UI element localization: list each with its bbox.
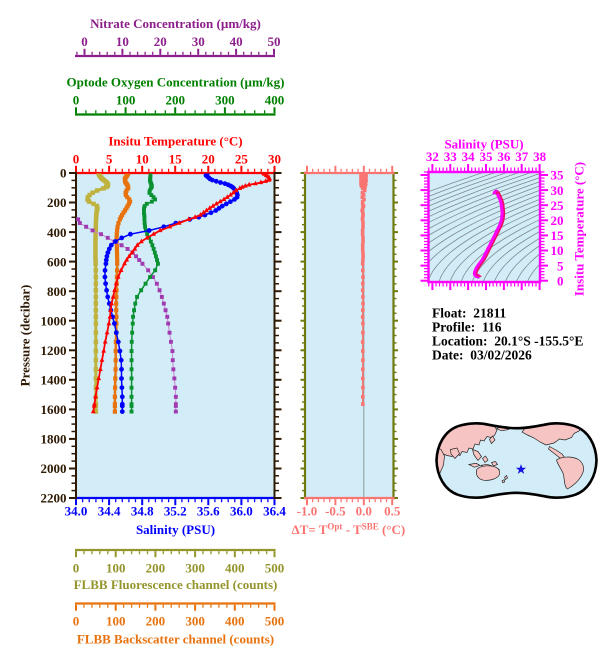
svg-text:36.4: 36.4	[263, 504, 286, 519]
svg-text:40: 40	[230, 34, 243, 49]
svg-text:200: 200	[146, 614, 166, 629]
svg-text:25: 25	[551, 198, 565, 213]
svg-text:-0.5: -0.5	[325, 504, 346, 519]
svg-text:-1.0: -1.0	[297, 504, 318, 519]
svg-text:0: 0	[81, 34, 88, 49]
svg-text:35.2: 35.2	[164, 504, 187, 519]
svg-text:400: 400	[225, 561, 245, 576]
svg-text:25: 25	[235, 152, 249, 167]
svg-text:30: 30	[551, 183, 564, 198]
svg-text:300: 300	[185, 614, 205, 629]
svg-text:0: 0	[60, 166, 67, 181]
svg-text:5: 5	[106, 152, 113, 167]
svg-text:200: 200	[146, 561, 166, 576]
svg-text:1800: 1800	[41, 432, 67, 447]
svg-text:800: 800	[47, 284, 67, 299]
svg-text:35: 35	[551, 168, 565, 183]
svg-text:300: 300	[215, 93, 235, 108]
svg-text:400: 400	[225, 614, 245, 629]
svg-text:Optode Oxygen Concentration (µ: Optode Oxygen Concentration (µm/kg)	[66, 75, 284, 90]
svg-text:100: 100	[116, 93, 136, 108]
svg-text:15: 15	[551, 228, 565, 243]
svg-text:34.4: 34.4	[98, 504, 121, 519]
svg-text:200: 200	[165, 93, 185, 108]
svg-text:0.0: 0.0	[356, 504, 372, 519]
svg-text:35: 35	[480, 149, 494, 164]
svg-text:200: 200	[47, 195, 67, 210]
svg-text:34: 34	[462, 149, 476, 164]
svg-text:1000: 1000	[41, 313, 67, 328]
svg-text:500: 500	[265, 561, 285, 576]
svg-text:0: 0	[557, 273, 564, 288]
svg-text:37: 37	[515, 149, 529, 164]
svg-text:100: 100	[106, 561, 126, 576]
svg-text:30: 30	[268, 152, 281, 167]
svg-text:10: 10	[551, 243, 564, 258]
svg-text:Salinity (PSU): Salinity (PSU)	[136, 522, 215, 537]
svg-text:ΔT= TOpt - TSBE (°C): ΔT= TOpt - TSBE (°C)	[292, 522, 406, 538]
svg-text:34.0: 34.0	[65, 504, 88, 519]
svg-text:0: 0	[73, 152, 80, 167]
svg-text:FLBB Backscatter channel (coun: FLBB Backscatter channel (counts)	[77, 632, 274, 647]
svg-text:400: 400	[265, 93, 285, 108]
svg-text:400: 400	[47, 225, 67, 240]
svg-text:0: 0	[73, 93, 80, 108]
svg-text:Insitu Temperature (°C): Insitu Temperature (°C)	[108, 134, 242, 149]
svg-text:Profile: 116: Profile: 116	[432, 320, 502, 335]
svg-text:300: 300	[185, 561, 205, 576]
svg-text:600: 600	[47, 254, 67, 269]
svg-text:32: 32	[426, 149, 439, 164]
svg-text:Location: 20.1°S -155.5°E: Location: 20.1°S -155.5°E	[432, 334, 583, 349]
svg-text:10: 10	[136, 152, 149, 167]
svg-text:2200: 2200	[41, 491, 67, 506]
svg-text:0.5: 0.5	[384, 504, 401, 519]
svg-text:20: 20	[551, 213, 564, 228]
svg-text:Date: 03/02/2026: Date: 03/02/2026	[432, 348, 532, 363]
svg-text:20: 20	[154, 34, 167, 49]
svg-text:Salinity (PSU): Salinity (PSU)	[444, 137, 523, 152]
svg-text:100: 100	[106, 614, 126, 629]
svg-text:10: 10	[116, 34, 129, 49]
svg-text:500: 500	[265, 614, 285, 629]
svg-text:1200: 1200	[41, 343, 67, 358]
svg-text:Nitrate Concentration (µm/kg): Nitrate Concentration (µm/kg)	[90, 16, 261, 31]
svg-text:1600: 1600	[41, 402, 67, 417]
svg-text:33: 33	[444, 149, 458, 164]
svg-text:15: 15	[169, 152, 183, 167]
svg-text:Insitu Temperature (°C): Insitu Temperature (°C)	[572, 162, 587, 296]
svg-text:5: 5	[557, 258, 564, 273]
svg-text:38: 38	[533, 149, 547, 164]
svg-text:0: 0	[73, 614, 80, 629]
svg-text:0: 0	[73, 561, 80, 576]
svg-text:35.6: 35.6	[197, 504, 220, 519]
svg-text:1400: 1400	[41, 373, 67, 388]
svg-text:20: 20	[202, 152, 215, 167]
svg-text:30: 30	[192, 34, 205, 49]
svg-text:36: 36	[497, 149, 511, 164]
svg-text:34.8: 34.8	[131, 504, 154, 519]
svg-text:36.0: 36.0	[230, 504, 253, 519]
svg-text:FLBB Fluorescence channel (cou: FLBB Fluorescence channel (counts)	[74, 577, 278, 592]
svg-text:Float: 21811: Float: 21811	[432, 306, 506, 321]
svg-text:50: 50	[268, 34, 281, 49]
svg-text:2000: 2000	[41, 461, 67, 476]
svg-text:Pressure (decibar): Pressure (decibar)	[18, 285, 33, 387]
